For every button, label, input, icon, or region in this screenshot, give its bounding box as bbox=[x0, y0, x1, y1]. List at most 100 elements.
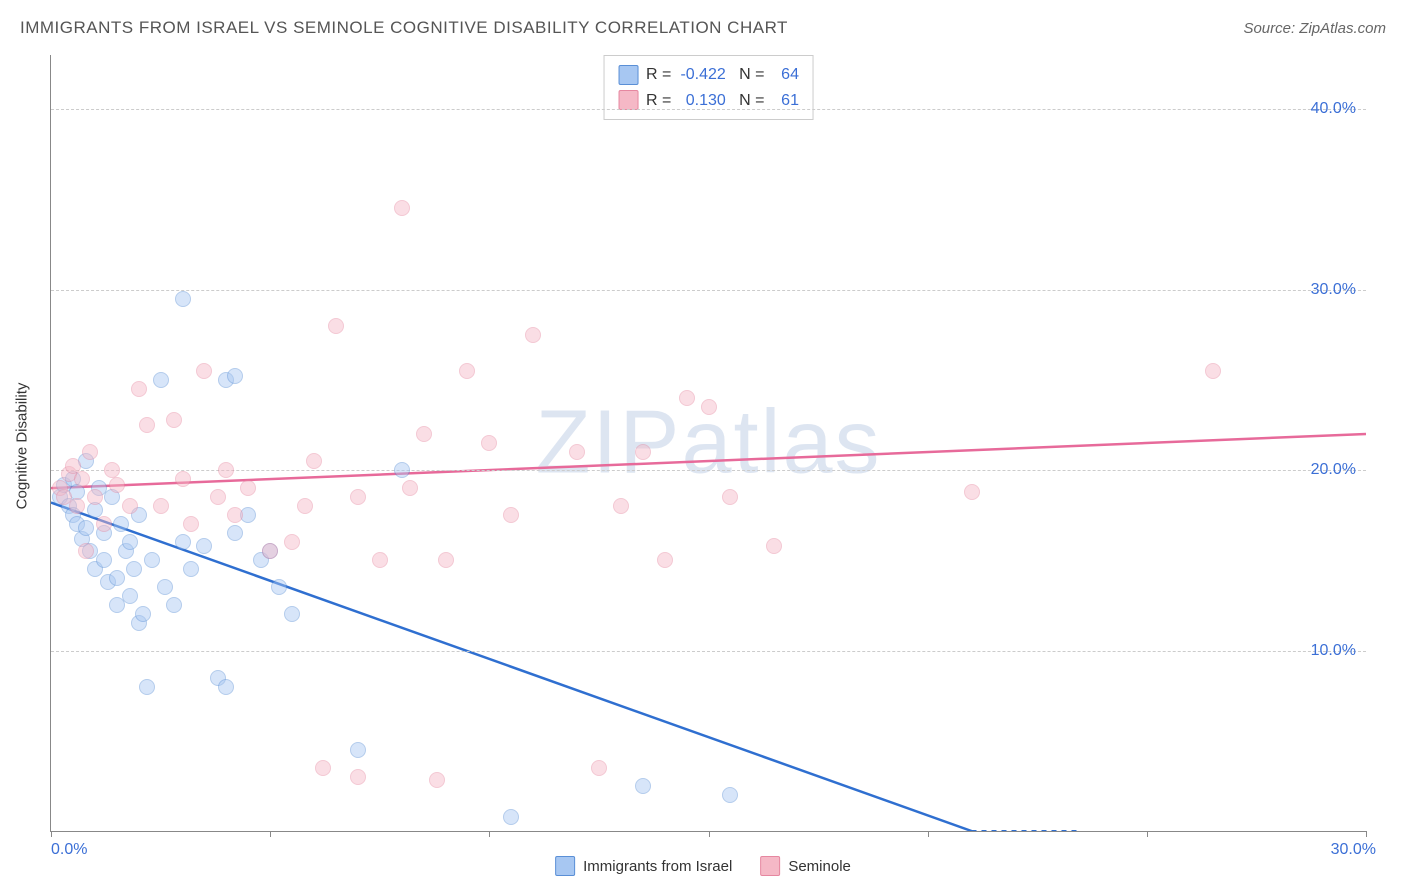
x-tick-mark bbox=[51, 831, 52, 837]
data-point bbox=[74, 471, 90, 487]
y-tick-label: 30.0% bbox=[1311, 281, 1356, 299]
chart-title: IMMIGRANTS FROM ISRAEL VS SEMINOLE COGNI… bbox=[20, 18, 788, 38]
data-point bbox=[175, 534, 191, 550]
data-point bbox=[82, 444, 98, 460]
data-point bbox=[635, 778, 651, 794]
stats-legend: R = -0.422 N = 64 R = 0.130 N = 61 bbox=[603, 55, 814, 120]
data-point bbox=[350, 489, 366, 505]
data-point bbox=[679, 390, 695, 406]
data-point bbox=[113, 516, 129, 532]
data-point bbox=[503, 507, 519, 523]
data-point bbox=[175, 471, 191, 487]
data-point bbox=[144, 552, 160, 568]
data-point bbox=[766, 538, 782, 554]
data-point bbox=[429, 772, 445, 788]
x-tick-label: 30.0% bbox=[1331, 841, 1376, 859]
data-point bbox=[722, 787, 738, 803]
data-point bbox=[416, 426, 432, 442]
data-point bbox=[210, 489, 226, 505]
chart-header: IMMIGRANTS FROM ISRAEL VS SEMINOLE COGNI… bbox=[20, 18, 1386, 38]
data-point bbox=[402, 480, 418, 496]
data-point bbox=[96, 552, 112, 568]
data-point bbox=[135, 606, 151, 622]
x-tick-mark bbox=[1147, 831, 1148, 837]
data-point bbox=[218, 679, 234, 695]
data-point bbox=[394, 462, 410, 478]
data-point bbox=[394, 200, 410, 216]
data-point bbox=[657, 552, 673, 568]
data-point bbox=[78, 543, 94, 559]
data-point bbox=[69, 498, 85, 514]
scatter-chart: ZIPatlas R = -0.422 N = 64 R = 0.130 N =… bbox=[50, 55, 1366, 832]
data-point bbox=[227, 525, 243, 541]
x-tick-mark bbox=[489, 831, 490, 837]
data-point bbox=[503, 809, 519, 825]
data-point bbox=[109, 477, 125, 493]
y-tick-label: 40.0% bbox=[1311, 100, 1356, 118]
y-tick-label: 10.0% bbox=[1311, 642, 1356, 660]
legend-swatch bbox=[760, 856, 780, 876]
data-point bbox=[297, 498, 313, 514]
legend-item: Immigrants from Israel bbox=[555, 856, 732, 876]
x-tick-label: 0.0% bbox=[51, 841, 87, 859]
stats-legend-row: R = -0.422 N = 64 bbox=[618, 62, 799, 88]
legend-swatch bbox=[618, 90, 638, 110]
data-point bbox=[166, 412, 182, 428]
data-point bbox=[122, 498, 138, 514]
data-point bbox=[284, 606, 300, 622]
data-point bbox=[96, 516, 112, 532]
data-point bbox=[196, 538, 212, 554]
data-point bbox=[350, 742, 366, 758]
data-point bbox=[227, 368, 243, 384]
data-point bbox=[166, 597, 182, 613]
source-attribution: Source: ZipAtlas.com bbox=[1243, 20, 1386, 37]
data-point bbox=[635, 444, 651, 460]
data-point bbox=[139, 679, 155, 695]
data-point bbox=[271, 579, 287, 595]
data-point bbox=[157, 579, 173, 595]
data-point bbox=[284, 534, 300, 550]
data-point bbox=[131, 381, 147, 397]
x-tick-mark bbox=[709, 831, 710, 837]
data-point bbox=[306, 453, 322, 469]
grid-line bbox=[51, 290, 1366, 291]
data-point bbox=[122, 534, 138, 550]
data-point bbox=[139, 417, 155, 433]
data-point bbox=[227, 507, 243, 523]
x-tick-mark bbox=[928, 831, 929, 837]
legend-swatch bbox=[618, 65, 638, 85]
data-point bbox=[109, 570, 125, 586]
data-point bbox=[350, 769, 366, 785]
data-point bbox=[240, 480, 256, 496]
data-point bbox=[78, 520, 94, 536]
legend-swatch bbox=[555, 856, 575, 876]
data-point bbox=[1205, 363, 1221, 379]
data-point bbox=[569, 444, 585, 460]
data-point bbox=[328, 318, 344, 334]
data-point bbox=[372, 552, 388, 568]
y-axis-label: Cognitive Disability bbox=[14, 383, 31, 510]
data-point bbox=[481, 435, 497, 451]
data-point bbox=[964, 484, 980, 500]
data-point bbox=[459, 363, 475, 379]
data-point bbox=[183, 516, 199, 532]
data-point bbox=[218, 462, 234, 478]
data-point bbox=[525, 327, 541, 343]
y-tick-label: 20.0% bbox=[1311, 461, 1356, 479]
data-point bbox=[126, 561, 142, 577]
data-point bbox=[262, 543, 278, 559]
data-point bbox=[438, 552, 454, 568]
grid-line bbox=[51, 651, 1366, 652]
data-point bbox=[315, 760, 331, 776]
x-tick-mark bbox=[1366, 831, 1367, 837]
grid-line bbox=[51, 470, 1366, 471]
legend-label: Seminole bbox=[788, 858, 851, 875]
data-point bbox=[175, 291, 191, 307]
legend-label: Immigrants from Israel bbox=[583, 858, 732, 875]
legend-stat-text: R = -0.422 N = 64 bbox=[646, 62, 799, 88]
data-point bbox=[153, 372, 169, 388]
data-point bbox=[153, 498, 169, 514]
data-point bbox=[591, 760, 607, 776]
legend-item: Seminole bbox=[760, 856, 851, 876]
x-tick-mark bbox=[270, 831, 271, 837]
